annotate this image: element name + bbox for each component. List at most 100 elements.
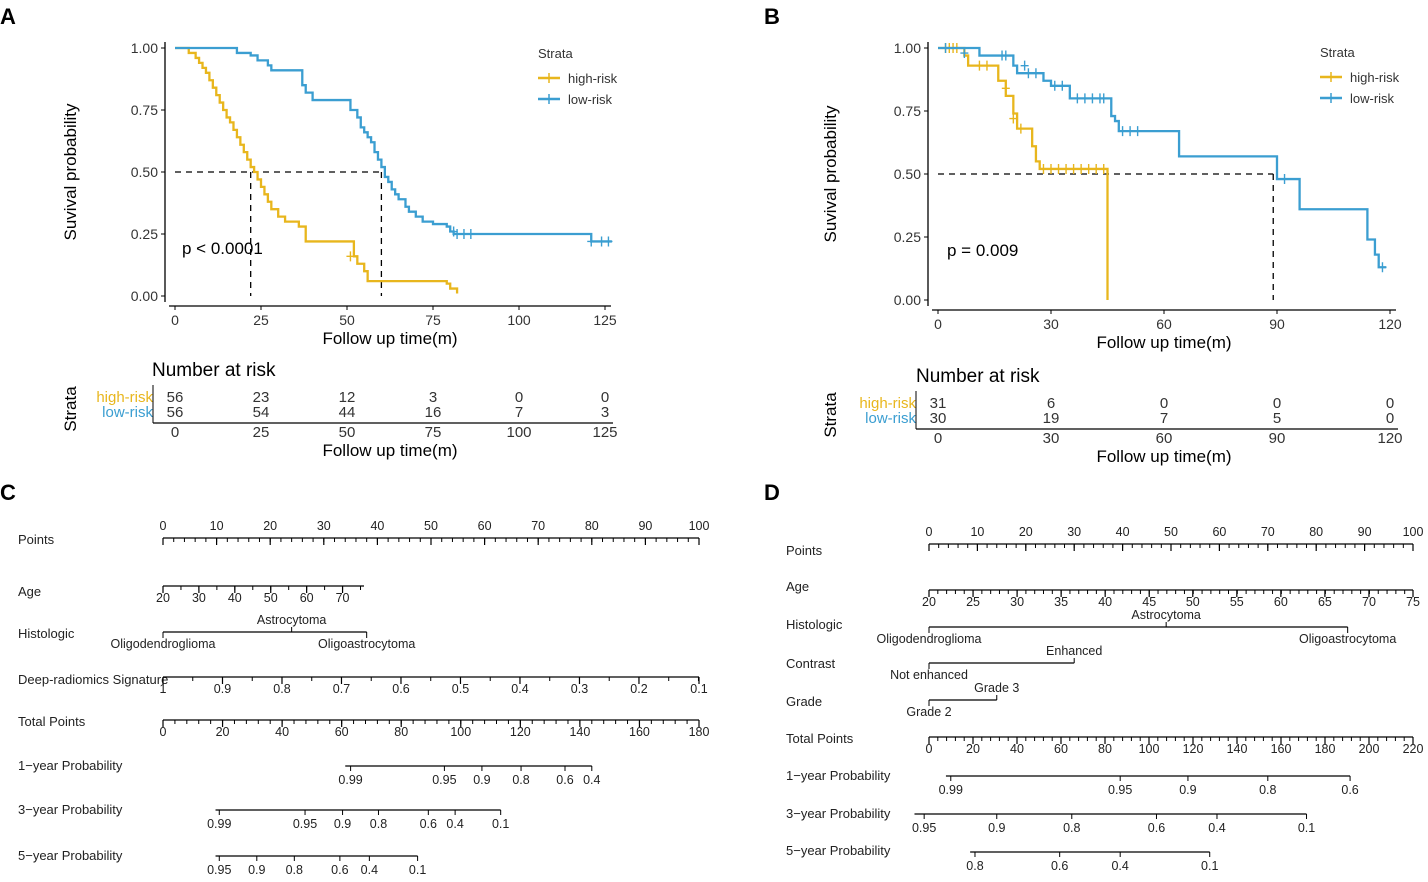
nomogram-tick-label: 0.4 xyxy=(511,682,528,696)
nomogram-tick-label: 60 xyxy=(478,519,492,533)
y-tick-label: 0.75 xyxy=(131,102,158,118)
censor-mark-low-risk xyxy=(1001,50,1010,61)
nomogram-tick-label: 0 xyxy=(160,725,167,739)
y-tick-label: 0.00 xyxy=(131,288,158,304)
nomogram-tick-label: 0.1 xyxy=(1298,821,1315,835)
risk-count: 19 xyxy=(1043,410,1060,427)
x-tick-label: 50 xyxy=(339,312,355,328)
risk-table-title: Number at risk xyxy=(152,360,276,381)
censor-mark-high-risk xyxy=(1084,163,1093,174)
nomogram-tick-label: 60 xyxy=(335,725,349,739)
nomogram-tick-label: 60 xyxy=(300,591,314,605)
x-tick-label: 0 xyxy=(171,312,179,328)
risk-count: 23 xyxy=(253,389,270,406)
nomogram-tick-label: 60 xyxy=(1212,525,1226,539)
legend-label-high-risk: high-risk xyxy=(568,71,618,86)
nomogram-row-label: Contrast xyxy=(786,656,836,671)
nomogram-category-label: Oligodendroglioma xyxy=(111,637,216,651)
nomogram-tick-label: 0.8 xyxy=(1063,821,1080,835)
nomogram-tick-label: 0.6 xyxy=(392,682,409,696)
nomogram-category-label: Not enhanced xyxy=(890,668,968,682)
y-tick-label: 0.00 xyxy=(894,292,921,308)
risk-count: 3 xyxy=(601,404,609,421)
risk-x-tick-label: 60 xyxy=(1156,430,1173,447)
censor-mark-low-risk xyxy=(453,229,462,239)
nomogram-tick-label: 0.6 xyxy=(331,863,348,877)
nomogram-row-label: Total Points xyxy=(786,731,854,746)
legend-label-low-risk: low-risk xyxy=(568,92,613,107)
risk-table-title: Number at risk xyxy=(916,366,1040,387)
risk-strata-label: Strata xyxy=(821,392,840,438)
nomogram-tick-label: 65 xyxy=(1318,595,1332,609)
nomogram-row-label: Points xyxy=(18,532,55,547)
x-tick-label: 60 xyxy=(1156,316,1172,332)
censor-mark-low-risk xyxy=(941,43,950,53)
nomogram-tick-label: 0.4 xyxy=(583,773,600,787)
risk-count: 0 xyxy=(601,389,609,406)
nomogram-tick-label: 25 xyxy=(966,595,980,609)
nomogram-tick-label: 140 xyxy=(569,725,590,739)
nomogram-tick-label: 0.8 xyxy=(512,773,529,787)
nomogram-tick-label: 10 xyxy=(210,519,224,533)
risk-count: 0 xyxy=(515,389,523,406)
censor-mark-high-risk xyxy=(1047,163,1055,174)
nomogram-tick-label: 90 xyxy=(1358,525,1372,539)
nomogram-tick-label: 0.1 xyxy=(1201,859,1218,873)
nomogram-tick-label: 0.1 xyxy=(492,817,509,831)
nomogram-tick-label: 100 xyxy=(450,725,471,739)
nomogram-tick-label: 0.6 xyxy=(1051,859,1068,873)
curve-low-risk xyxy=(175,46,612,243)
censor-mark-low-risk xyxy=(449,226,458,237)
risk-x-tick-label: 30 xyxy=(1043,430,1060,447)
nomogram-row-label: 1−year Probability xyxy=(18,758,123,773)
nomogram-tick-label: 40 xyxy=(1116,525,1130,539)
nomogram-tick-label: 120 xyxy=(1183,742,1204,756)
risk-count: 30 xyxy=(930,410,947,427)
risk-strata-label: Strata xyxy=(61,386,80,432)
censor-mark-low-risk xyxy=(459,229,468,239)
nomogram-tick-label: 70 xyxy=(336,591,350,605)
censor-mark-high-risk xyxy=(1077,163,1086,174)
censor-mark-low-risk xyxy=(1058,80,1067,91)
risk-count: 0 xyxy=(1386,395,1394,412)
curve-high-risk xyxy=(938,46,1109,300)
p-value: p < 0.0001 xyxy=(182,239,263,258)
nomogram-tick-label: 0.95 xyxy=(432,773,456,787)
nomogram-tick-label: 0.8 xyxy=(1259,783,1276,797)
nomogram-tick-label: 1 xyxy=(160,682,167,696)
legend-title: Strata xyxy=(1320,45,1355,60)
panel-letter-a: A xyxy=(0,4,16,29)
nomogram-tick-label: 0.9 xyxy=(473,773,490,787)
nomogram-tick-label: 160 xyxy=(629,725,650,739)
nomogram-row-label: 3−year Probability xyxy=(786,806,891,821)
nomogram-tick-label: 40 xyxy=(275,725,289,739)
censor-mark-low-risk xyxy=(587,236,596,247)
nomogram-tick-label: 0.6 xyxy=(556,773,573,787)
x-axis-title: Follow up time(m) xyxy=(322,329,457,348)
nomogram-tick-label: 50 xyxy=(1186,595,1200,609)
nomogram-tick-label: 20 xyxy=(966,742,980,756)
nomogram-row-label: 3−year Probability xyxy=(18,802,123,817)
censor-mark-high-risk xyxy=(1092,163,1101,174)
nomogram-tick-label: 0.95 xyxy=(1108,783,1132,797)
nomogram-row-label: Histologic xyxy=(786,617,843,632)
risk-count: 0 xyxy=(1160,395,1168,412)
nomogram-tick-label: 50 xyxy=(424,519,438,533)
censor-mark-low-risk xyxy=(1088,93,1097,104)
nomogram-tick-label: 90 xyxy=(638,519,652,533)
nomogram-tick-label: 0.95 xyxy=(912,821,936,835)
risk-count: 56 xyxy=(167,389,184,406)
censor-mark-low-risk xyxy=(1280,174,1289,185)
y-axis-title: Suvival probability xyxy=(61,103,80,241)
nomogram-tick-label: 0.8 xyxy=(273,682,290,696)
risk-x-tick-label: 0 xyxy=(934,430,942,447)
censor-mark-high-risk xyxy=(1016,123,1025,134)
nomogram-tick-label: 0.99 xyxy=(207,817,231,831)
y-tick-label: 0.75 xyxy=(894,103,921,119)
nomogram-tick-label: 0.99 xyxy=(939,783,963,797)
censor-mark-high-risk xyxy=(1054,163,1063,174)
nomogram-category-label: Enhanced xyxy=(1046,644,1102,658)
censor-mark-low-risk xyxy=(1118,126,1127,137)
nomogram-tick-label: 0.8 xyxy=(966,859,983,873)
